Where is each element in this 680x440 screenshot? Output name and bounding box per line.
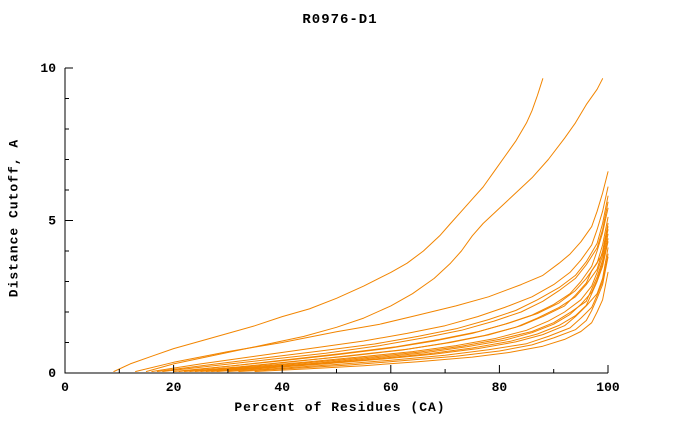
series-lines bbox=[113, 78, 609, 372]
x-tick-label: 0 bbox=[61, 380, 69, 395]
series-line bbox=[184, 223, 609, 372]
series-line bbox=[205, 238, 609, 372]
y-axis: 0 5 10 bbox=[40, 61, 73, 381]
x-tick-label: 20 bbox=[166, 380, 182, 395]
series-line bbox=[145, 78, 604, 372]
x-tick-label: 80 bbox=[492, 380, 508, 395]
series-line bbox=[178, 216, 609, 372]
x-axis: 0 20 40 60 80 100 bbox=[61, 365, 620, 395]
y-tick-label: 5 bbox=[48, 214, 56, 229]
series-line bbox=[211, 241, 609, 372]
x-tick-label: 60 bbox=[383, 380, 399, 395]
series-line bbox=[151, 186, 609, 372]
chart-title: R0976-D1 bbox=[302, 12, 378, 28]
series-line bbox=[162, 201, 609, 372]
series-line bbox=[156, 195, 609, 372]
y-tick-label: 10 bbox=[40, 61, 56, 76]
x-tick-label: 100 bbox=[596, 380, 620, 395]
series-line bbox=[135, 171, 609, 372]
x-tick-label: 40 bbox=[274, 380, 290, 395]
series-line bbox=[254, 271, 609, 372]
series-line bbox=[113, 78, 544, 372]
series-line bbox=[200, 233, 609, 372]
series-line bbox=[194, 229, 609, 372]
y-tick-label: 0 bbox=[48, 366, 56, 381]
x-axis-label: Percent of Residues (CA) bbox=[234, 400, 446, 415]
series-line bbox=[227, 253, 609, 372]
series-line bbox=[216, 247, 609, 372]
series-line bbox=[189, 226, 609, 372]
series-line bbox=[238, 256, 609, 372]
